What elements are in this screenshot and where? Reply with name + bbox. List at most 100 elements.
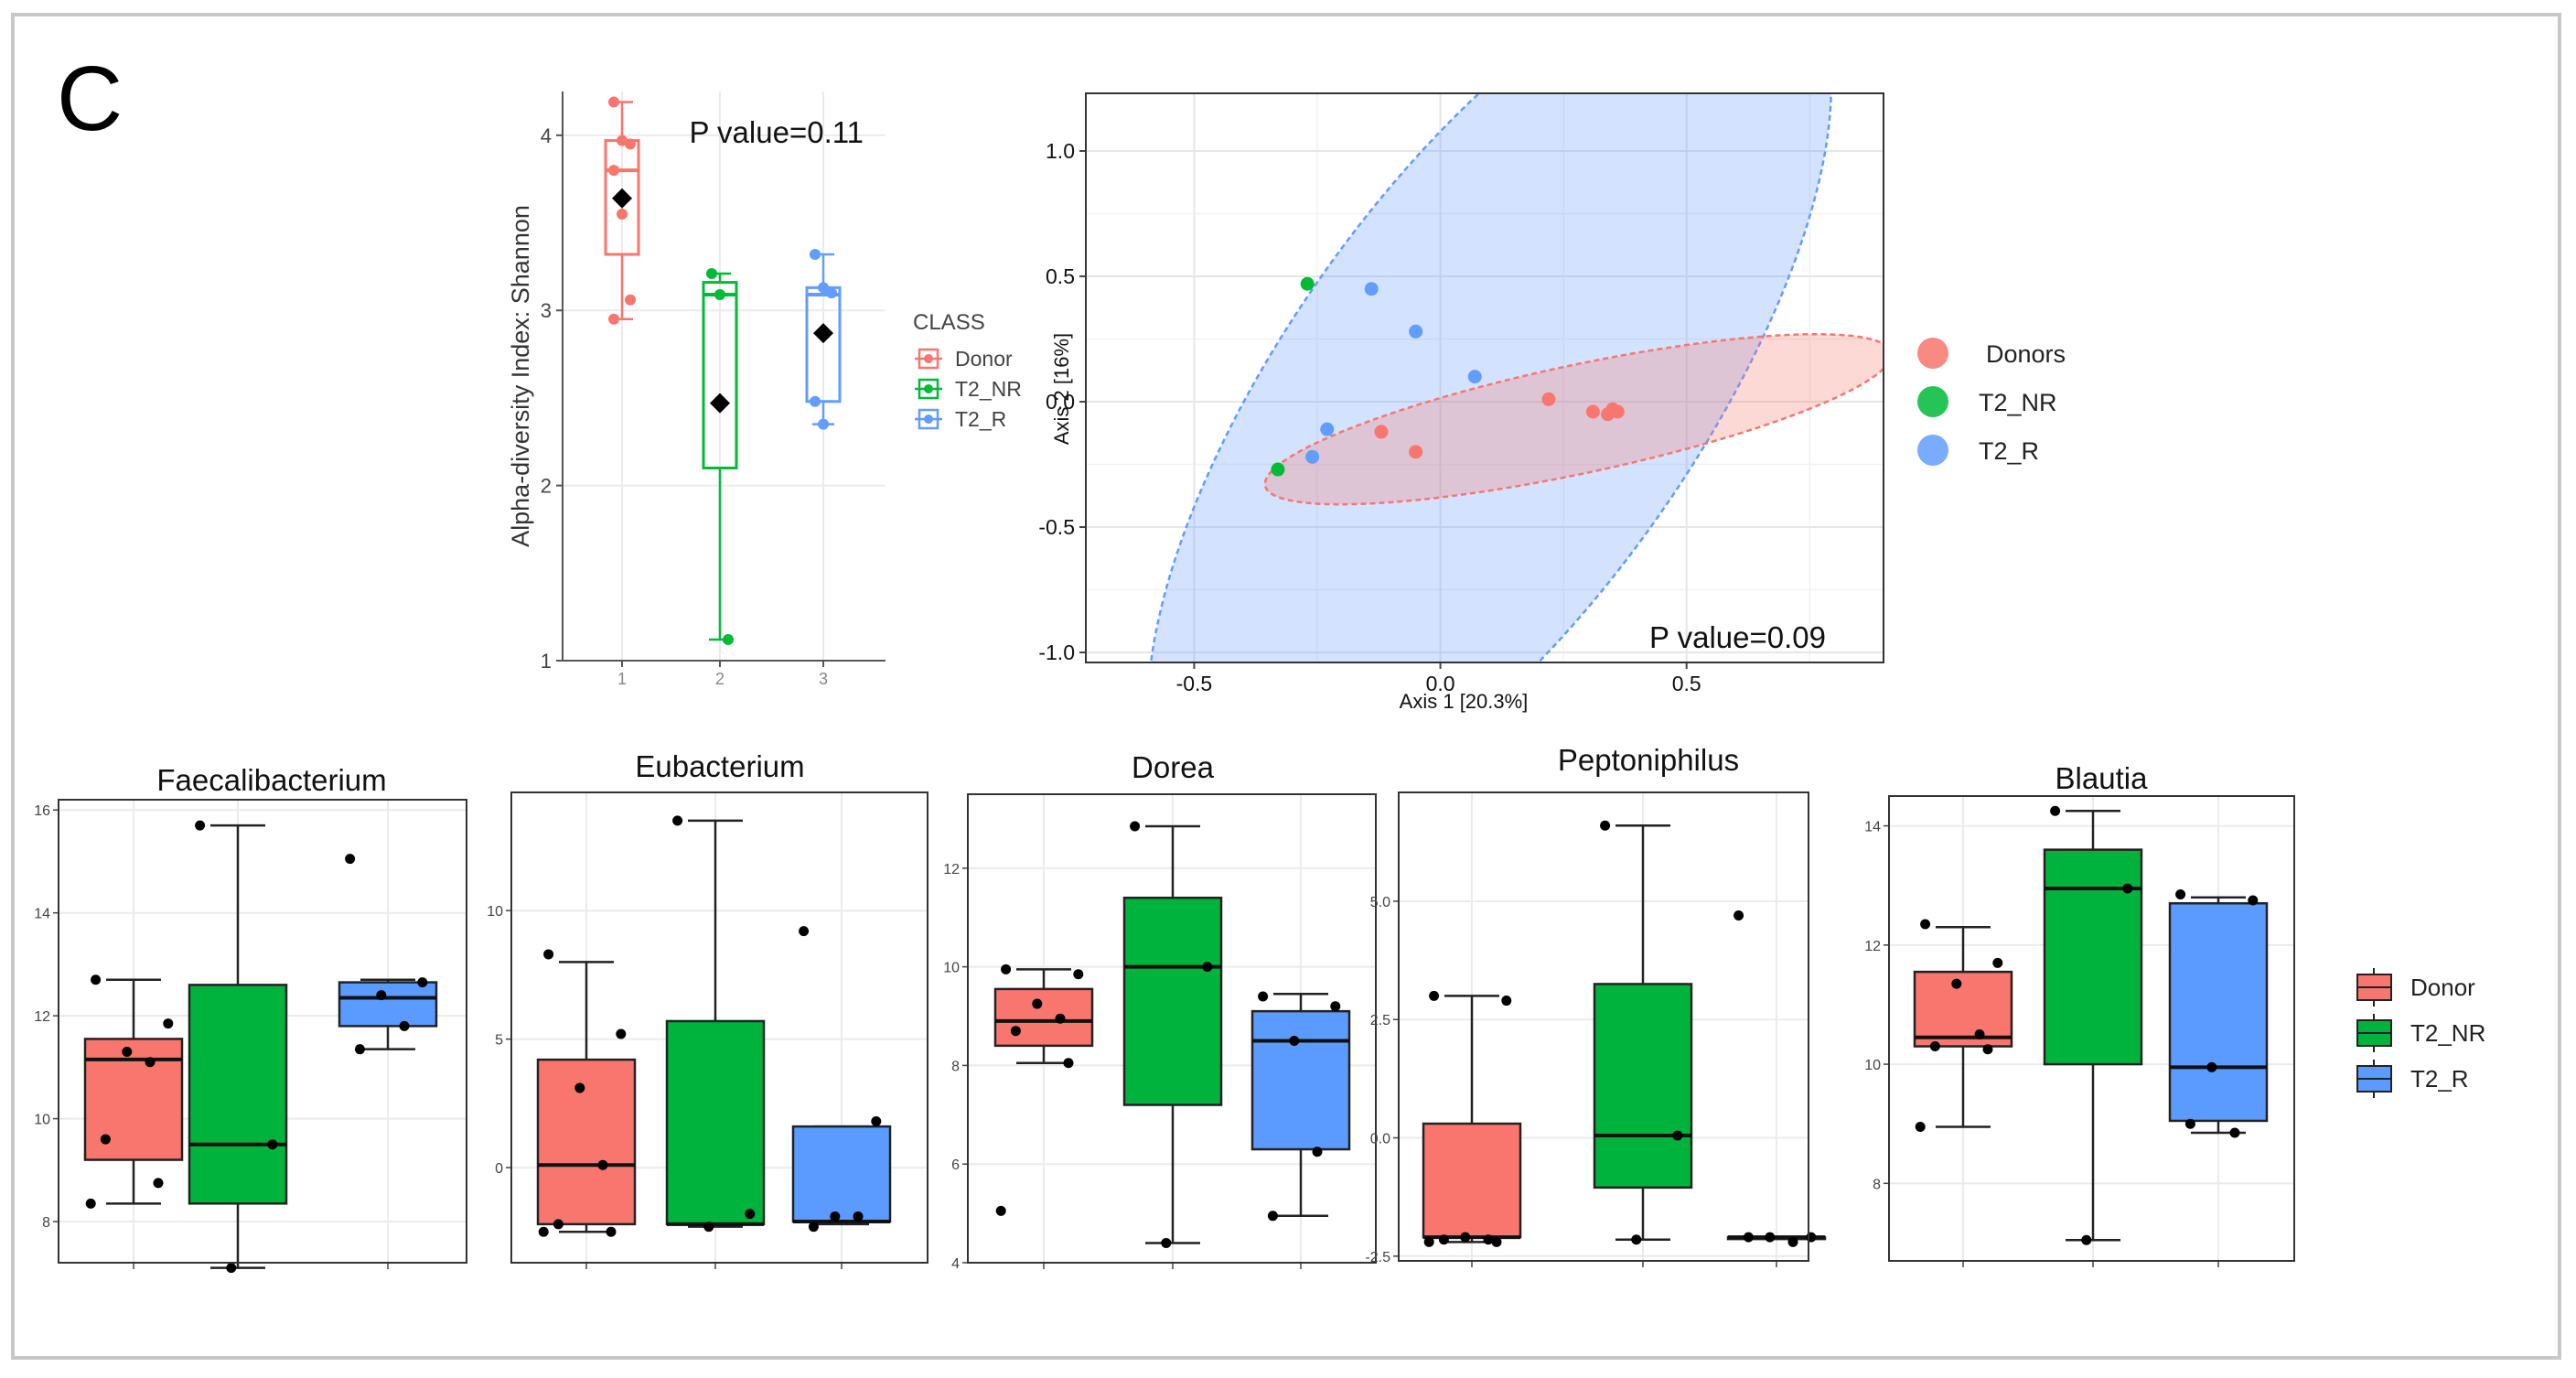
alpha-point — [714, 289, 725, 301]
pepto-point — [1743, 1232, 1754, 1243]
eubact-point — [574, 1082, 585, 1093]
faecali-border — [58, 799, 467, 1264]
pcoa-x-tick-label: 0.5 — [1672, 672, 1701, 695]
alpha-x-tick-label: 1 — [617, 670, 627, 688]
pepto-y-tick-label: 0.0 — [1370, 1132, 1390, 1147]
eubact-point — [553, 1219, 564, 1230]
blautia-point — [2122, 883, 2133, 894]
alpha-plot-area — [563, 92, 886, 661]
figure-frame — [11, 13, 2561, 1360]
pepto-point — [1438, 1234, 1449, 1245]
faecali-point — [163, 1018, 174, 1029]
pcoa-y-tick-label: 1.0 — [1046, 139, 1075, 163]
pepto-point — [1483, 1234, 1494, 1245]
alpha-point — [826, 287, 837, 299]
pcoa-legend-key — [1917, 435, 1948, 466]
pcoa-plot-area — [1086, 93, 1884, 662]
blautia-chart: 8 10 12 14 Blautia — [1864, 761, 2295, 1267]
pepto-point — [1765, 1232, 1776, 1243]
faecali-point — [100, 1134, 111, 1145]
alpha-legend-key-dot — [924, 414, 933, 424]
alpha-x-tick-label: 2 — [715, 670, 724, 688]
alpha-point — [608, 313, 619, 325]
alpha-x-tick-label: 3 — [819, 670, 828, 688]
blautia-point — [2184, 1118, 2195, 1129]
alpha-point — [723, 634, 734, 646]
pcoa-point — [1541, 392, 1556, 406]
dorea-point — [1289, 1035, 1300, 1046]
dorea-point — [1073, 969, 1084, 980]
alpha-legend-label: T2_NR — [955, 377, 1022, 401]
dorea-y-tick-label: 12 — [943, 862, 960, 877]
pepto-point — [1631, 1234, 1642, 1245]
pcoa-point — [1585, 404, 1600, 419]
pcoa-y-axis-label: Axis 2 [16%] — [1050, 333, 1073, 445]
alpha-point — [625, 294, 636, 306]
dorea-chart: 4 6 8 10 12 Dorea — [943, 750, 1377, 1272]
pcoa-legend-label: Donors — [1986, 340, 2066, 368]
pcoa-ellipse — [1146, 93, 1832, 662]
pcoa-legend-key — [1917, 386, 1948, 417]
eubact-point — [538, 1226, 549, 1237]
alpha-point — [810, 248, 821, 260]
pepto-y-tick-label: 2.5 — [1370, 1013, 1390, 1028]
pcoa-p-value: P value=0.09 — [1649, 620, 1826, 654]
blautia-point — [1920, 919, 1931, 930]
blautia-point — [1974, 1029, 1985, 1040]
faecali-point — [345, 854, 356, 865]
blautia-border — [1888, 795, 2295, 1262]
blautia-box — [1913, 970, 2013, 1048]
dorea-box — [1122, 896, 1223, 1106]
box-legend: Donor T2_NR T2_R — [2356, 968, 2485, 1098]
eubact-box — [536, 1058, 637, 1226]
pcoa-x-tick-label: -0.5 — [1176, 672, 1213, 695]
alpha-point — [608, 165, 619, 177]
eubact-y-tick-label: 10 — [487, 904, 503, 920]
alpha-diversity-chart: 1 2 3 4 1 2 3 Alpha-diversity Index: Shannon P v… — [507, 92, 1022, 688]
alpha-point — [818, 418, 829, 430]
faecali-y-tick-label: 16 — [34, 803, 50, 819]
blautia-point — [2081, 1234, 2092, 1245]
box-legend-label: T2_R — [2410, 1065, 2469, 1093]
pcoa-clip-group — [1146, 93, 1884, 662]
faecali-point — [417, 977, 428, 988]
dorea-point — [1010, 1026, 1021, 1037]
alpha-mean-marker — [710, 393, 730, 414]
blautia-title: Blautia — [2055, 761, 2149, 795]
eubact-box — [665, 1019, 766, 1226]
faecali-point — [145, 1057, 156, 1068]
eubact-point — [799, 926, 810, 937]
pcoa-point — [1409, 445, 1423, 459]
blautia-y-tick-label: 8 — [1873, 1177, 1881, 1192]
alpha-p-value: P value=0.11 — [689, 115, 864, 149]
alpha-legend-title: CLASS — [913, 310, 985, 335]
pepto-point — [1460, 1232, 1471, 1243]
dorea-box — [993, 987, 1094, 1048]
faecali-y-tick-label: 14 — [34, 907, 50, 922]
pepto-point — [1423, 1236, 1434, 1247]
pcoa-legend-label: T2_NR — [1979, 389, 2057, 416]
alpha-y-tick-label: 1 — [541, 650, 552, 673]
alpha-mean-marker — [813, 323, 833, 344]
eubact-title: Eubacterium — [635, 749, 804, 783]
dorea-point — [1063, 1058, 1074, 1069]
blautia-point — [1929, 1041, 1940, 1052]
faecali-point — [267, 1139, 278, 1150]
pcoa-y-tick-label: -1.0 — [1038, 641, 1075, 664]
alpha-point — [608, 96, 619, 108]
pcoa-legend-label: T2_R — [1979, 437, 2039, 465]
faecali-point — [354, 1044, 365, 1055]
blautia-box — [2168, 901, 2269, 1123]
dorea-y-tick-label: 8 — [951, 1059, 960, 1074]
pcoa-y-tick-label: 0.5 — [1046, 264, 1075, 288]
blautia-y-tick-label: 14 — [1864, 820, 1881, 835]
alpha-legend-key-dot — [924, 354, 933, 363]
faecali-point — [399, 1020, 410, 1031]
pepto-border — [1398, 791, 1809, 1262]
pepto-point — [1491, 1236, 1502, 1247]
pcoa-border — [1085, 92, 1884, 663]
eubact-border — [510, 791, 928, 1264]
blautia-point — [2050, 805, 2061, 816]
eubact-point — [745, 1209, 756, 1220]
